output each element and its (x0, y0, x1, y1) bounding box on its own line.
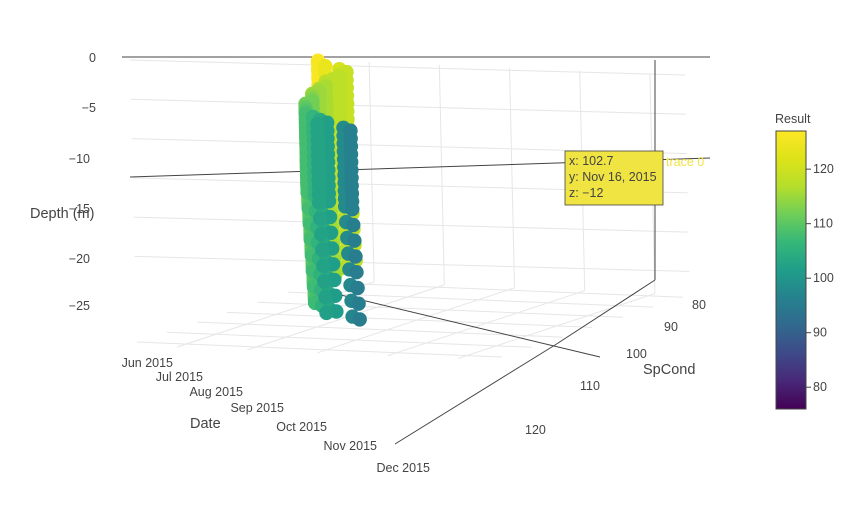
gridline (288, 291, 654, 308)
z-tick-label: −15 (69, 202, 90, 216)
colorbar-tick-label: 110 (813, 217, 833, 231)
gridline (130, 98, 686, 115)
colorbar-tick-label: 120 (813, 162, 834, 176)
axis-line (394, 344, 556, 445)
y-tick-label: Oct 2015 (276, 420, 327, 434)
colorbar-gradient (775, 130, 807, 410)
hover-box (564, 150, 664, 206)
z-tick-label: −10 (69, 152, 90, 166)
data-points[interactable] (298, 53, 367, 327)
gridline (509, 67, 516, 288)
gridline (166, 331, 532, 348)
data-point[interactable] (316, 258, 331, 273)
data-point[interactable] (346, 217, 361, 233)
y-tick-label: Dec 2015 (376, 461, 430, 475)
data-point[interactable] (311, 195, 327, 210)
z-tick-label: 0 (89, 51, 96, 65)
z-tick-label: −25 (69, 299, 90, 313)
z-tick-label: −5 (82, 101, 96, 115)
x-tick-label: 80 (692, 298, 706, 312)
x-tick-label: 90 (664, 320, 678, 334)
hover-trace-name: trace 0 (666, 155, 704, 169)
gridline (318, 281, 684, 298)
x-tick-label: 110 (580, 379, 600, 393)
y-tick-label: Sep 2015 (230, 401, 284, 415)
hover-tooltip: x: 102.7 y: Nov 16, 2015 z: −12 trace 0 (564, 150, 704, 206)
axis-labels: Depth (m) Date SpCond 0 −5 −10 −15 −20 −25 Jun… (30, 51, 706, 475)
colorbar-title: Result (775, 112, 811, 126)
gridline (226, 311, 593, 328)
y-axis-title: Date (190, 416, 221, 432)
z-axis-title: Depth (m) (30, 206, 94, 222)
axis-line (554, 279, 656, 346)
y-tick-label: Jul 2015 (156, 370, 203, 384)
gridline (197, 321, 563, 338)
gridline (133, 216, 689, 233)
data-point[interactable] (352, 312, 367, 327)
data-point[interactable] (314, 227, 329, 242)
data-point[interactable] (347, 233, 362, 248)
axis-grid (129, 59, 690, 360)
data-point[interactable] (348, 249, 363, 264)
hover-y-value: y: Nov 16, 2015 (569, 170, 657, 184)
colorbar: Result 80 90 100 110 120 (775, 112, 834, 410)
data-point[interactable] (313, 211, 328, 226)
x-axis-title: SpCond (643, 362, 695, 378)
x-tick-label: 100 (626, 347, 647, 361)
colorbar-tick-label: 80 (813, 380, 827, 394)
gridline (134, 255, 690, 272)
y-tick-label: Aug 2015 (189, 385, 243, 399)
data-point[interactable] (345, 202, 360, 217)
hover-x-value: x: 102.7 (569, 154, 614, 168)
colorbar-tick-label: 90 (813, 326, 827, 340)
data-point[interactable] (315, 242, 330, 258)
x-tick-label: 120 (525, 423, 546, 437)
gridline (136, 341, 502, 358)
data-point[interactable] (351, 296, 366, 311)
colorbar-tick-label: 100 (813, 271, 834, 285)
y-tick-label: Jun 2015 (122, 356, 173, 370)
data-point[interactable] (349, 265, 364, 280)
y-tick-label: Nov 2015 (323, 439, 377, 453)
data-point[interactable] (350, 280, 365, 296)
z-tick-label: −20 (69, 252, 90, 266)
data-point[interactable] (319, 305, 334, 321)
gridline (129, 59, 686, 76)
hover-z-value: z: −12 (569, 186, 603, 200)
gridline (368, 62, 375, 283)
data-point[interactable] (317, 274, 332, 289)
data-point[interactable] (318, 290, 333, 305)
gridline (438, 64, 445, 285)
